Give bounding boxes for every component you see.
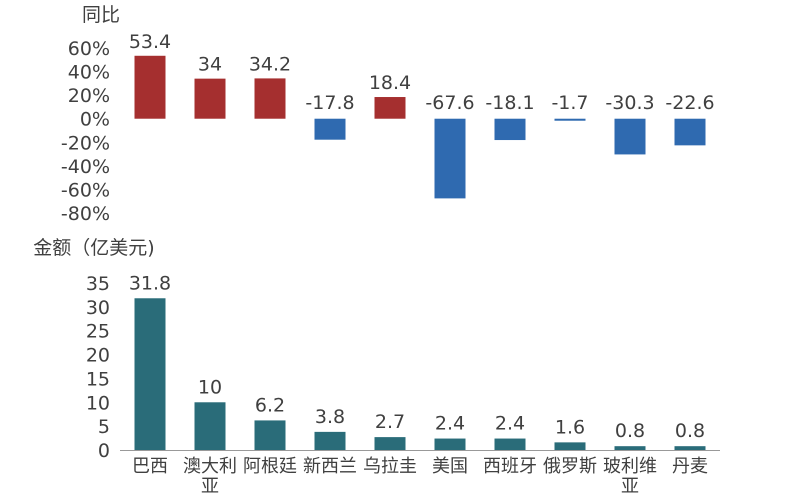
category-label: 玻利维 — [603, 456, 657, 477]
yoy-data-label: 34 — [198, 54, 222, 76]
yoy-data-label: -22.6 — [665, 92, 714, 114]
yoy-bar — [554, 118, 586, 121]
yoy-bar — [674, 118, 706, 146]
amount-bar — [134, 298, 166, 450]
amount-data-label: 0.8 — [675, 420, 705, 442]
yoy-bar — [254, 78, 286, 119]
amount-y-tick-label: 0 — [98, 440, 110, 462]
yoy-bar — [314, 118, 346, 140]
amount-bar — [494, 438, 526, 450]
amount-y-tick-label: 25 — [86, 321, 110, 343]
category-label: 亚 — [621, 476, 639, 497]
amount-data-label: 31.8 — [129, 272, 171, 294]
amount-y-tick-label: 15 — [86, 368, 110, 390]
yoy-bar — [494, 118, 526, 141]
category-label: 新西兰 — [303, 456, 357, 477]
category-label: 丹麦 — [672, 456, 708, 477]
yoy-y-tick-label: 60% — [68, 38, 110, 60]
amount-data-label: 1.6 — [555, 416, 585, 438]
yoy-data-label: 34.2 — [249, 53, 291, 75]
yoy-y-tick-label: 0% — [80, 109, 110, 131]
amount-data-label: 6.2 — [255, 394, 285, 416]
yoy-y-tick-label: -80% — [61, 203, 110, 225]
yoy-data-label: -18.1 — [485, 92, 534, 114]
amount-data-label: 3.8 — [315, 406, 345, 428]
yoy-y-tick-label: -40% — [61, 156, 110, 178]
yoy-data-label: -30.3 — [605, 92, 654, 114]
amount-bar — [194, 402, 226, 450]
yoy-y-tick-label: -60% — [61, 179, 110, 201]
amount-y-tick-label: 10 — [86, 392, 110, 414]
amount-data-label: 0.8 — [615, 420, 645, 442]
amount-y-tick-label: 35 — [86, 273, 110, 295]
amount-data-label: 2.7 — [375, 411, 405, 433]
yoy-bars — [134, 55, 706, 199]
yoy-data-label: -17.8 — [305, 92, 354, 114]
yoy-chart: 同比 60%40%20%0%-20%-40%-60%-80% 53.4 34 34.… — [61, 4, 715, 225]
amount-y-tick-label: 30 — [86, 297, 110, 319]
amount-bar — [554, 442, 586, 450]
amount-bar — [614, 446, 646, 450]
amount-bar — [674, 446, 706, 450]
category-label: 俄罗斯 — [543, 456, 597, 477]
yoy-y-tick-label: 20% — [68, 85, 110, 107]
amount-bar — [434, 438, 466, 450]
amount-axis-title: 金额（亿美元) — [33, 237, 154, 259]
yoy-data-label: 18.4 — [369, 72, 411, 94]
amount-data-label: 2.4 — [495, 413, 525, 435]
amount-data-label: 10 — [198, 376, 222, 398]
category-label: 西班牙 — [483, 456, 537, 477]
category-label: 巴西 — [132, 456, 168, 477]
category-label: 美国 — [432, 456, 468, 477]
amount-y-tick-label: 20 — [86, 345, 110, 367]
yoy-bar — [194, 78, 226, 119]
yoy-bar — [134, 55, 166, 119]
category-label: 阿根廷 — [243, 456, 297, 477]
amount-bar — [254, 420, 286, 450]
yoy-data-labels: 53.4 34 34.2 -17.8 18.4 -67.6 -18.1 -1.7 -30.3 -2… — [129, 31, 715, 114]
yoy-bar — [434, 118, 466, 199]
amount-bar — [374, 437, 406, 450]
amount-data-labels: 31.8 10 6.2 3.8 2.7 2.4 2.4 1.6 0.8 0.8 — [129, 272, 705, 442]
yoy-y-tick-label: -20% — [61, 132, 110, 154]
amount-bars — [134, 298, 706, 450]
amount-data-label: 2.4 — [435, 413, 465, 435]
amount-y-tick-label: 5 — [98, 416, 110, 438]
category-label: 澳大利 — [183, 456, 237, 477]
yoy-axis-title: 同比 — [82, 4, 120, 26]
yoy-data-label: -67.6 — [425, 92, 474, 114]
amount-bar — [314, 431, 346, 450]
yoy-data-label: 53.4 — [129, 31, 171, 53]
category-label: 乌拉圭 — [363, 456, 417, 477]
yoy-y-ticks: 60%40%20%0%-20%-40%-60%-80% — [61, 38, 110, 225]
yoy-data-label: -1.7 — [551, 92, 588, 114]
yoy-bar — [374, 97, 406, 119]
yoy-y-tick-label: 40% — [68, 62, 110, 84]
category-label: 亚 — [201, 476, 219, 497]
yoy-bar — [614, 118, 646, 155]
